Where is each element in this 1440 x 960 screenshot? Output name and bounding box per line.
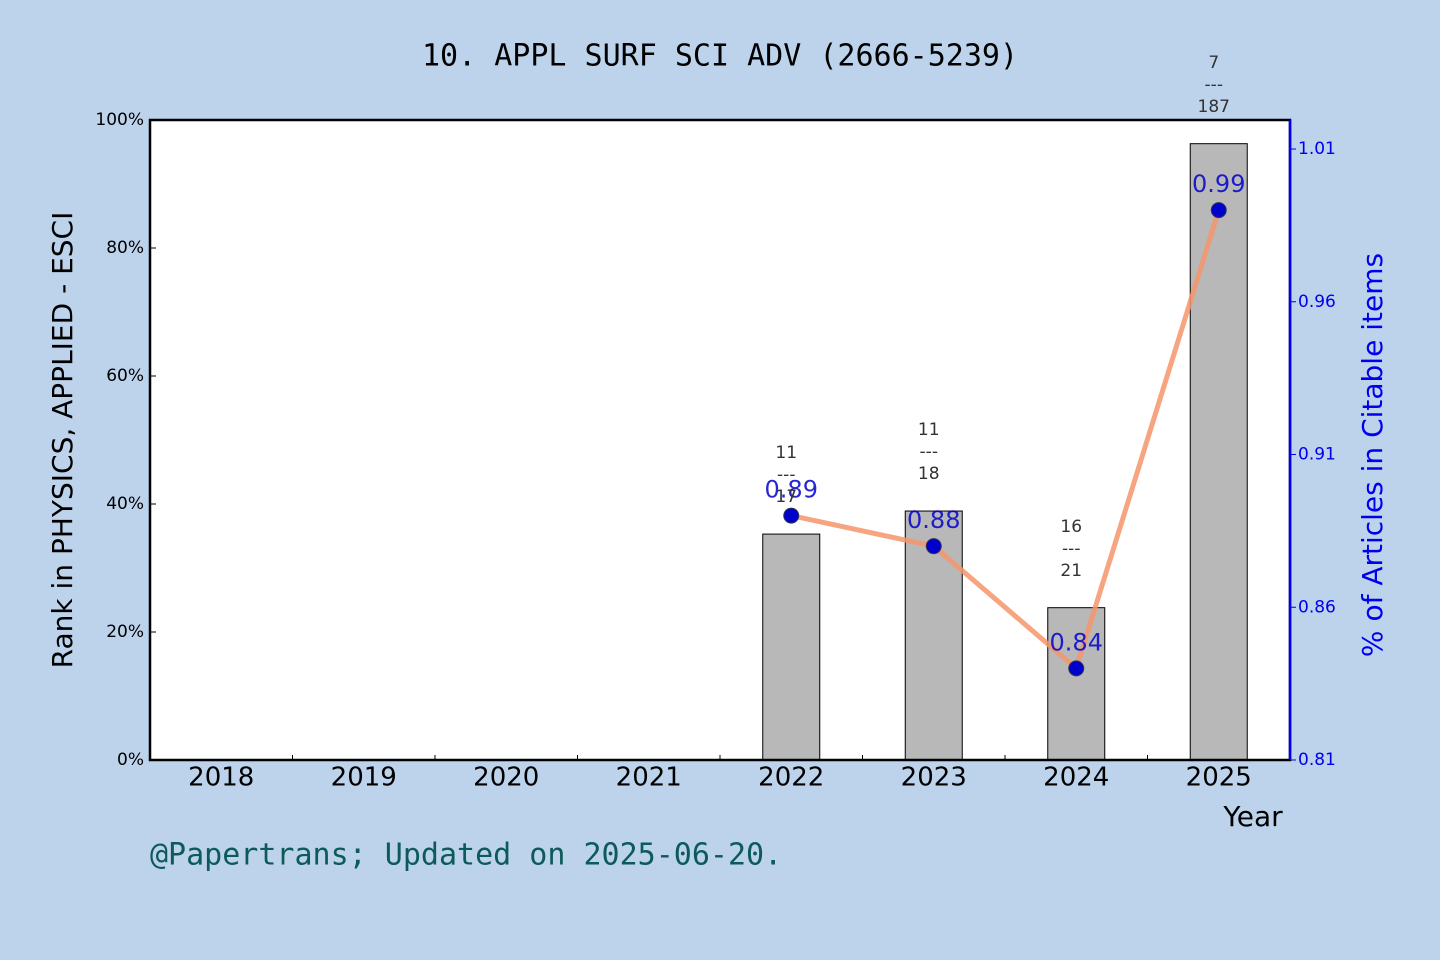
bar-label: 16 --- 21 bbox=[1060, 516, 1083, 581]
point-label: 0.88 bbox=[907, 506, 960, 534]
y2-tick-label: 0.86 bbox=[1298, 597, 1336, 617]
y-axis-label: Rank in PHYSICS, APPLIED - ESCI bbox=[46, 212, 79, 669]
point bbox=[925, 538, 942, 555]
point-label: 0.89 bbox=[765, 476, 818, 504]
y2-tick-label: 0.81 bbox=[1298, 750, 1336, 770]
x-tick-label: 2023 bbox=[901, 763, 967, 793]
y2-tick-label: 0.91 bbox=[1298, 445, 1336, 465]
x-axis-label: Year bbox=[1222, 800, 1283, 833]
point-label: 0.84 bbox=[1050, 628, 1103, 656]
x-tick-label: 2018 bbox=[188, 763, 254, 793]
y-tick-label: 40% bbox=[106, 494, 144, 514]
y2-tick-label: 0.96 bbox=[1298, 292, 1336, 312]
chart-title: 10. APPL SURF SCI ADV (2666-5239) bbox=[422, 39, 1018, 74]
x-tick-label: 2025 bbox=[1186, 763, 1252, 793]
y-tick-label: 80% bbox=[106, 238, 144, 258]
x-tick-label: 2024 bbox=[1043, 763, 1109, 793]
point bbox=[783, 507, 800, 524]
y-tick-label: 60% bbox=[106, 366, 144, 386]
y2-axis-label: % of Articles in Citable items bbox=[1356, 253, 1389, 657]
bar-label: 11 --- 18 bbox=[917, 420, 940, 485]
bar-label: 7 --- 187 bbox=[1197, 52, 1230, 117]
footer-note: @Papertrans; Updated on 2025-06-20. bbox=[150, 838, 782, 873]
point-label: 0.99 bbox=[1192, 170, 1245, 198]
point bbox=[1068, 660, 1085, 677]
y-tick-label: 20% bbox=[106, 622, 144, 642]
bar bbox=[762, 533, 821, 761]
x-tick-label: 2022 bbox=[758, 763, 824, 793]
x-tick-label: 2021 bbox=[616, 763, 682, 793]
plot-area bbox=[150, 120, 1290, 760]
y2-tick-label: 1.01 bbox=[1298, 139, 1336, 159]
y-tick-label: 0% bbox=[117, 750, 144, 770]
bar bbox=[1189, 143, 1248, 761]
bar-label: 11 --- 17 bbox=[775, 443, 798, 508]
y-tick-label: 100% bbox=[95, 110, 144, 130]
line bbox=[790, 209, 1222, 673]
x-tick-label: 2020 bbox=[473, 763, 539, 793]
bar bbox=[1047, 607, 1106, 761]
point bbox=[1210, 202, 1227, 219]
x-tick-label: 2019 bbox=[331, 763, 397, 793]
